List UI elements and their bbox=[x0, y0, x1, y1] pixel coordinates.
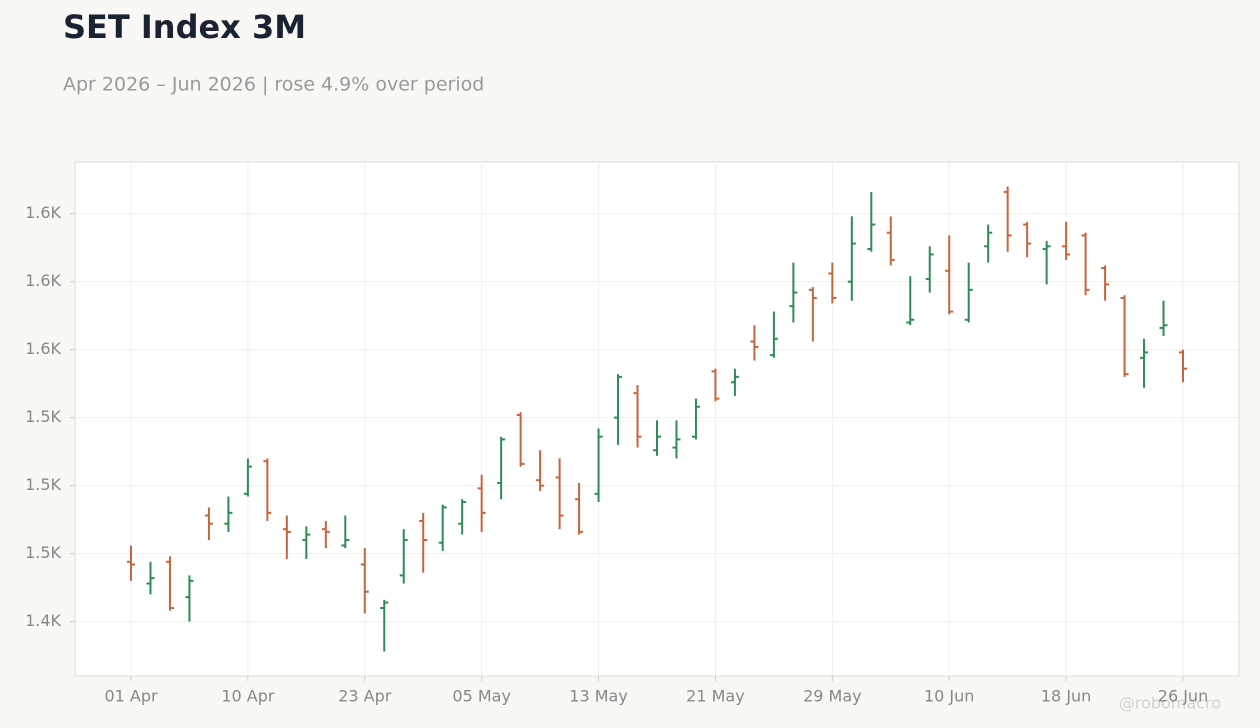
ohlc-bar bbox=[964, 262, 973, 323]
ohlc-bar bbox=[1081, 232, 1090, 296]
chart-subtitle: Apr 2026 – Jun 2026 | rose 4.9% over per… bbox=[63, 74, 484, 96]
y-tick-label: 1.5K bbox=[25, 543, 61, 562]
ohlc-bar bbox=[1003, 186, 1012, 252]
ohlc-bar bbox=[555, 458, 564, 530]
bars bbox=[127, 186, 1187, 652]
y-tick-label: 1.4K bbox=[25, 611, 61, 630]
ohlc-bar bbox=[321, 520, 330, 549]
ohlc-bar bbox=[282, 515, 291, 560]
grid bbox=[75, 162, 1239, 676]
ohlc-bar bbox=[438, 504, 447, 551]
x-tick-label: 01 Apr bbox=[104, 687, 158, 706]
ohlc-bar bbox=[1179, 349, 1187, 383]
x-tick-label: 23 Apr bbox=[338, 687, 392, 706]
ohlc-bar bbox=[185, 575, 194, 622]
ohlc-bar bbox=[945, 235, 954, 315]
ohlc-bar bbox=[691, 398, 700, 440]
ohlc-bar bbox=[672, 420, 681, 459]
ohlc-bar bbox=[789, 262, 798, 323]
ohlc-bar bbox=[458, 499, 467, 535]
ohlc-bar bbox=[419, 512, 428, 573]
ohlc-bar bbox=[653, 420, 661, 456]
x-tick-label: 18 Jun bbox=[1041, 687, 1091, 706]
ohlc-bar bbox=[847, 216, 856, 301]
ohlc-bar bbox=[867, 191, 876, 252]
ohlc-bar bbox=[750, 325, 759, 361]
ohlc-bar bbox=[906, 276, 915, 326]
ohlc-bar bbox=[886, 216, 895, 266]
ohlc-bar bbox=[127, 545, 135, 581]
ohlc-bar bbox=[146, 561, 155, 595]
ohlc-bar bbox=[730, 368, 739, 396]
ohlc-bar bbox=[1120, 295, 1129, 377]
y-tick-label: 1.5K bbox=[25, 475, 61, 494]
x-tick-label: 10 Apr bbox=[221, 687, 275, 706]
ohlc-bar bbox=[1140, 338, 1149, 388]
ohlc-bar bbox=[711, 368, 720, 402]
ohlc-bar bbox=[1159, 300, 1168, 337]
x-tick-label: 05 May bbox=[452, 687, 511, 706]
ohlc-bar bbox=[984, 224, 993, 263]
ohlc-bar bbox=[360, 548, 369, 614]
ohlc-bar bbox=[341, 515, 350, 549]
ohlc-bar bbox=[633, 385, 642, 448]
y-tick-label: 1.6K bbox=[25, 271, 61, 290]
x-tick-label: 26 Jun bbox=[1158, 687, 1208, 706]
ohlc-bar bbox=[399, 529, 408, 584]
ohlc-bar bbox=[925, 246, 934, 293]
ohlc-bar bbox=[536, 450, 545, 492]
chart-title: SET Index 3M bbox=[63, 8, 306, 46]
ohlc-bar bbox=[808, 287, 817, 342]
ohlc-bar bbox=[1023, 221, 1032, 258]
watermark: @robomacro bbox=[1119, 694, 1221, 713]
ohlc-bar bbox=[575, 482, 584, 535]
ohlc-bar bbox=[224, 496, 233, 532]
ohlc-bar bbox=[614, 374, 623, 445]
ohlc-bar bbox=[165, 556, 174, 611]
ohlc-bar bbox=[1101, 265, 1110, 301]
ohlc-bar bbox=[594, 428, 603, 502]
x-tick-label: 29 May bbox=[803, 687, 862, 706]
x-tick-label: 21 May bbox=[686, 687, 745, 706]
x-tick-label: 13 May bbox=[569, 687, 628, 706]
ohlc-bar bbox=[477, 474, 486, 532]
ohlc-bar bbox=[263, 458, 272, 521]
y-tick-label: 1.6K bbox=[25, 339, 61, 358]
ohlc-bar bbox=[302, 526, 311, 560]
ohlc-bar bbox=[769, 311, 778, 358]
ohlc-bar bbox=[828, 262, 837, 304]
x-tick-label: 10 Jun bbox=[924, 687, 974, 706]
y-tick-label: 1.6K bbox=[25, 203, 61, 222]
y-tick-label: 1.5K bbox=[25, 407, 61, 426]
ohlc-bar bbox=[1062, 221, 1071, 260]
plot-area bbox=[74, 161, 1240, 677]
ohlc-bar bbox=[1042, 240, 1051, 285]
ohlc-bar bbox=[243, 458, 252, 497]
ohlc-bar bbox=[204, 507, 213, 541]
ohlc-bar bbox=[516, 412, 525, 467]
ohlc-bar bbox=[497, 436, 506, 500]
ohlc-bar bbox=[380, 599, 389, 652]
